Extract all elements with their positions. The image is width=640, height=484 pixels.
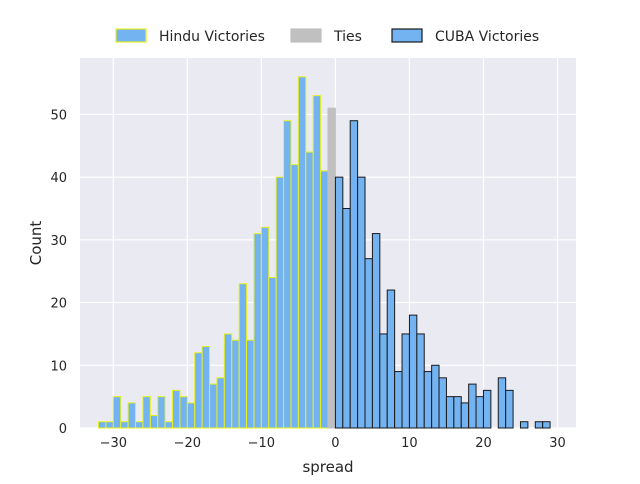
x-tick-label: 20 xyxy=(475,436,492,451)
bar-cuba-victories xyxy=(497,377,507,429)
bar-cuba-victories xyxy=(394,371,403,429)
bar-hindu-victories xyxy=(320,170,329,429)
x-tick-label: −10 xyxy=(248,436,275,451)
bar-hindu-victories xyxy=(112,396,122,429)
bar-hindu-victories xyxy=(194,352,203,429)
bar-hindu-victories xyxy=(275,176,285,429)
bar-cuba-victories xyxy=(468,383,477,429)
bar-cuba-victories xyxy=(379,333,388,429)
bar-hindu-victories xyxy=(209,383,218,429)
x-tick-label: −30 xyxy=(100,436,127,451)
bar-hindu-victories xyxy=(127,402,137,429)
y-tick-label: 40 xyxy=(50,171,67,186)
legend-label: CUBA Victories xyxy=(435,29,539,45)
legend-swatch xyxy=(391,28,423,43)
bar-cuba-victories xyxy=(334,176,344,429)
x-tick-label: 0 xyxy=(331,436,339,451)
bar-cuba-victories xyxy=(519,421,529,429)
bar-hindu-victories xyxy=(216,377,225,429)
bar-cuba-victories xyxy=(445,396,455,429)
bar-cuba-victories xyxy=(475,396,484,429)
bar-hindu-victories xyxy=(179,396,188,429)
bar-cuba-victories xyxy=(431,364,440,429)
bar-hindu-victories xyxy=(268,276,277,429)
bar-cuba-victories xyxy=(342,208,351,429)
legend-swatch xyxy=(115,28,147,43)
bar-hindu-victories xyxy=(135,421,144,429)
legend-label: Hindu Victories xyxy=(159,29,265,45)
bar-hindu-victories xyxy=(172,389,181,429)
bar-cuba-victories xyxy=(364,258,373,429)
bar-hindu-victories xyxy=(283,120,292,429)
x-tick-label: −20 xyxy=(174,436,201,451)
bar-cuba-victories xyxy=(438,377,447,429)
legend: Hindu Victories Ties CUBA Victories xyxy=(115,28,539,45)
bar-hindu-victories xyxy=(201,345,211,429)
bar-cuba-victories xyxy=(349,120,359,429)
bar-hindu-victories xyxy=(164,421,174,429)
y-tick-labels: 0 10 20 30 40 50 xyxy=(50,108,67,437)
bar-cuba-victories xyxy=(534,421,544,429)
y-tick-label: 20 xyxy=(50,297,67,312)
bar-cuba-victories xyxy=(357,176,366,429)
legend-swatch xyxy=(290,28,322,43)
bar-hindu-victories xyxy=(305,151,314,429)
bar-cuba-victories xyxy=(423,371,433,429)
y-tick-label: 30 xyxy=(50,234,67,249)
bar-hindu-victories xyxy=(157,396,166,429)
bar-hindu-victories xyxy=(186,402,196,429)
bar-ties xyxy=(327,107,336,429)
bar-hindu-victories xyxy=(246,339,255,429)
legend-label: Ties xyxy=(333,29,362,45)
bar-cuba-victories xyxy=(386,289,396,429)
bar-hindu-victories xyxy=(290,164,299,429)
bar-cuba-victories xyxy=(453,396,462,429)
bar-cuba-victories xyxy=(542,421,551,429)
bar-cuba-victories xyxy=(371,233,381,429)
bar-cuba-victories xyxy=(416,333,425,429)
bar-hindu-victories xyxy=(105,421,114,429)
bar-hindu-victories xyxy=(238,283,248,429)
bar-hindu-victories xyxy=(260,226,270,429)
x-tick-labels: −30 −20 −10 0 10 20 30 xyxy=(100,436,566,451)
y-tick-label: 50 xyxy=(50,108,67,123)
bar-cuba-victories xyxy=(505,389,514,429)
bar-cuba-victories xyxy=(482,389,492,429)
bar-hindu-victories xyxy=(98,421,107,429)
x-axis-label: spread xyxy=(302,458,353,476)
y-tick-label: 10 xyxy=(50,359,67,374)
bar-cuba-victories xyxy=(460,402,470,429)
bar-hindu-victories xyxy=(253,233,262,429)
bar-hindu-victories xyxy=(149,414,159,429)
bar-hindu-victories xyxy=(142,396,151,429)
x-tick-label: 30 xyxy=(549,436,566,451)
histogram-bars xyxy=(98,76,551,429)
bar-hindu-victories xyxy=(223,333,233,429)
bar-cuba-victories xyxy=(401,333,410,429)
bar-hindu-victories xyxy=(231,339,240,429)
bar-hindu-victories xyxy=(297,76,307,429)
bar-hindu-victories xyxy=(312,95,322,429)
bar-hindu-victories xyxy=(120,421,129,429)
x-tick-label: 10 xyxy=(401,436,418,451)
bar-cuba-victories xyxy=(408,314,418,429)
y-tick-label: 0 xyxy=(59,422,67,437)
y-axis-label: Count xyxy=(27,221,45,266)
